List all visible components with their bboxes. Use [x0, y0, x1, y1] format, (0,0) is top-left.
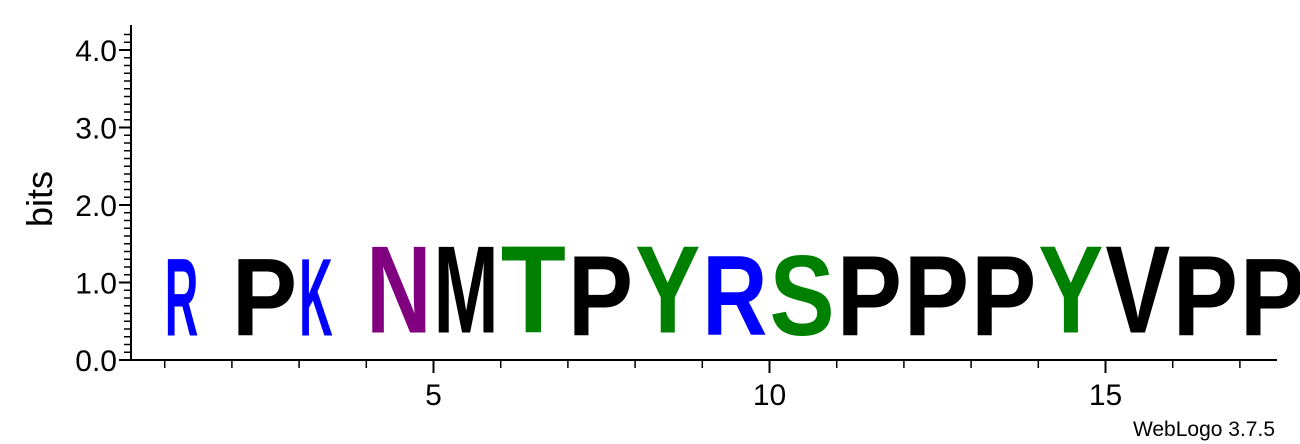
- logo-letter-y: Y: [1038, 220, 1103, 359]
- y-axis-title: bits: [19, 171, 60, 227]
- logo-letter-v: V: [1105, 220, 1170, 359]
- logo-letter-p: P: [232, 236, 297, 360]
- logo-letter-t: T: [501, 220, 566, 360]
- weblogo-credit: WebLogo 3.7.5: [1133, 418, 1275, 441]
- logo-letter-n: N: [366, 222, 431, 361]
- y-tick-label: 2.0: [75, 190, 117, 223]
- x-tick-label: 15: [1089, 379, 1122, 412]
- x-tick-label: 10: [753, 379, 786, 412]
- y-axis: 0.0 1.0 2.0 3.0 4.0: [75, 25, 132, 378]
- logo-letter-m: M: [434, 221, 499, 360]
- y-tick-label: 3.0: [75, 113, 117, 146]
- y-tick-label: 4.0: [75, 35, 117, 68]
- logo-letter-p: P: [568, 232, 633, 360]
- logo-letter-r: R: [702, 232, 767, 360]
- logo-letter-p: P: [1240, 236, 1300, 360]
- x-tick-label: 5: [425, 379, 442, 412]
- y-tick-label: 1.0: [75, 268, 117, 301]
- x-axis: 5 10 15: [131, 359, 1277, 412]
- logo-letter-p: P: [837, 232, 902, 360]
- y-tick-label: 0.0: [75, 345, 117, 378]
- logo-letter-y: Y: [635, 220, 700, 359]
- logo-letter-r: R: [165, 235, 199, 359]
- logo-letter-s: S: [770, 232, 835, 360]
- logo-letter-k: K: [299, 235, 333, 359]
- logo-letter-p: P: [971, 232, 1036, 360]
- logo-letter-p: P: [1173, 232, 1238, 360]
- logo-letter-p: P: [904, 232, 969, 360]
